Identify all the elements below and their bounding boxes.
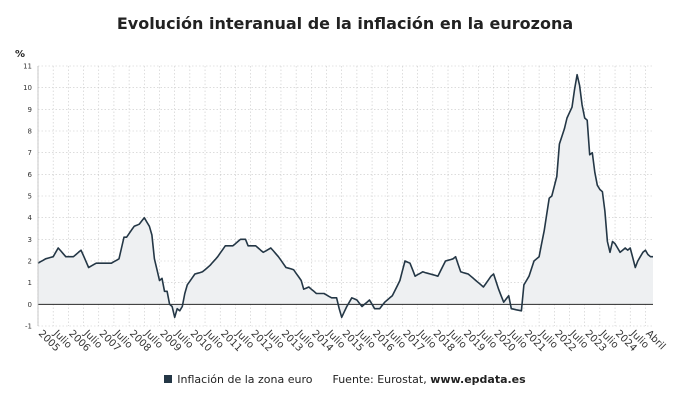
grid bbox=[37, 65, 653, 327]
y-tick-label: -1 bbox=[25, 323, 32, 331]
y-tick-label: 0 bbox=[28, 301, 32, 309]
series-line-path bbox=[37, 73, 653, 319]
y-tick-label: 7 bbox=[28, 149, 32, 157]
source-site: www.epdata.es bbox=[430, 373, 526, 386]
y-tick-labels: -1 0 1 2 3 4 5 6 7 8 9 10 11 bbox=[23, 63, 32, 331]
series-area bbox=[38, 74, 653, 318]
y-tick-label: 5 bbox=[28, 193, 32, 201]
y-tick-label: 10 bbox=[23, 84, 32, 92]
legend-swatch bbox=[164, 375, 173, 383]
y-axis-label: % bbox=[15, 49, 25, 60]
y-tick-label: 4 bbox=[28, 214, 33, 222]
y-tick-label: 11 bbox=[23, 63, 32, 71]
y-tick-label: 6 bbox=[28, 171, 33, 179]
series-line bbox=[37, 73, 653, 319]
legend: Inflación de la zona euro Fuente: Eurosta… bbox=[0, 373, 690, 386]
y-tick-label: 1 bbox=[28, 279, 32, 287]
x-tick-labels: 2005Julio2006Julio2007Julio2008Julio2009… bbox=[36, 328, 667, 355]
legend-series-label: Inflación de la zona euro bbox=[177, 373, 313, 386]
y-tick-label: 9 bbox=[28, 106, 32, 114]
series-fill bbox=[38, 74, 653, 318]
source-label: Fuente: Eurostat, bbox=[332, 373, 427, 386]
y-tick-label: 8 bbox=[28, 128, 32, 136]
y-tick-label: 2 bbox=[28, 258, 32, 266]
chart-title: Evolución interanual de la inflación en … bbox=[116, 14, 574, 33]
y-tick-label: 3 bbox=[28, 236, 32, 244]
